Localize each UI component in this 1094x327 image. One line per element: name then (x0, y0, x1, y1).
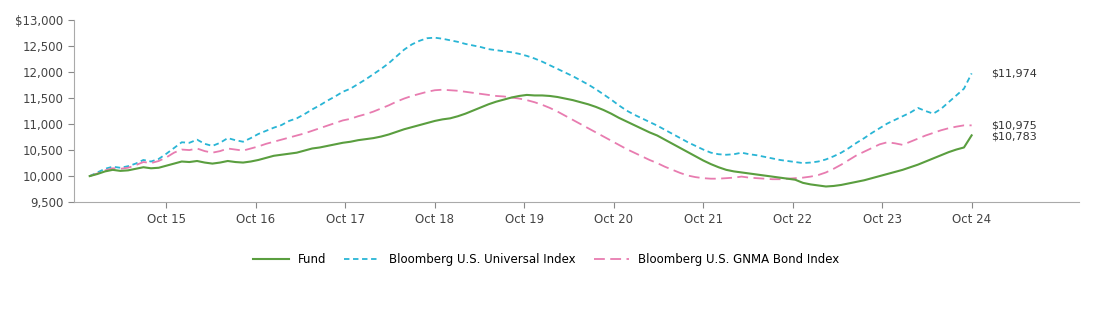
Text: $11,974: $11,974 (991, 68, 1037, 78)
Text: $10,783: $10,783 (991, 132, 1036, 142)
Text: $10,975: $10,975 (991, 120, 1036, 130)
Legend: Fund, Bloomberg U.S. Universal Index, Bloomberg U.S. GNMA Bond Index: Fund, Bloomberg U.S. Universal Index, Bl… (248, 248, 845, 270)
